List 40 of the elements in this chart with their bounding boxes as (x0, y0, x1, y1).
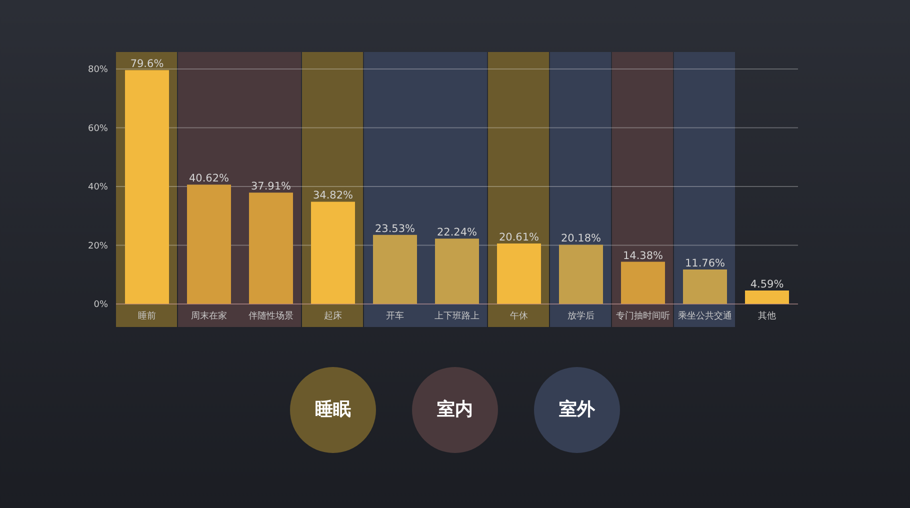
bar (311, 202, 355, 304)
bar (187, 184, 231, 304)
bar (249, 192, 293, 304)
y-tick-label: 0% (94, 300, 108, 310)
text: 室内 (436, 399, 474, 421)
y-tick-label: 40% (88, 182, 108, 193)
data-label: 40.62% (188, 172, 230, 185)
bar (497, 243, 541, 304)
data-label: 22.24% (436, 226, 478, 239)
x-tick-label: 乘坐公共交通 (678, 310, 732, 322)
data-label: 23.53% (374, 222, 416, 235)
y-tick-label: 60% (88, 124, 108, 134)
x-tick-label: 睡前 (138, 310, 156, 322)
y-tick-label: 20% (88, 241, 108, 252)
bar (373, 234, 417, 304)
x-tick-label: 放学后 (568, 310, 594, 322)
bar (745, 290, 789, 304)
x-tick-label: 起床 (324, 310, 342, 322)
x-tick-label: 伴随性场景 (248, 310, 294, 322)
bar (559, 244, 603, 304)
data-label: 11.76% (684, 257, 726, 270)
bar (435, 238, 479, 304)
x-tick-label: 周末在家 (191, 310, 227, 322)
data-label: 34.82% (312, 190, 354, 202)
x-tick-label: 其他 (758, 310, 776, 322)
x-tick-label: 专门抽时间听 (616, 310, 670, 322)
y-tick-label: 80% (88, 65, 108, 76)
data-label: 4.59% (750, 278, 784, 291)
data-label: 37.91% (250, 180, 292, 193)
text: 室外 (558, 399, 596, 421)
data-label: 20.18% (560, 232, 602, 245)
x-tick-label: 午休 (510, 310, 528, 322)
bar (683, 269, 727, 304)
x-tick-label: 上下班路上 (434, 310, 480, 322)
bar (621, 262, 665, 304)
x-tick-label: 开车 (386, 310, 404, 322)
data-label: 79.6% (130, 58, 164, 70)
text: 睡眠 (314, 399, 352, 421)
data-label: 20.61% (498, 231, 540, 244)
data-label: 14.38% (622, 250, 664, 262)
